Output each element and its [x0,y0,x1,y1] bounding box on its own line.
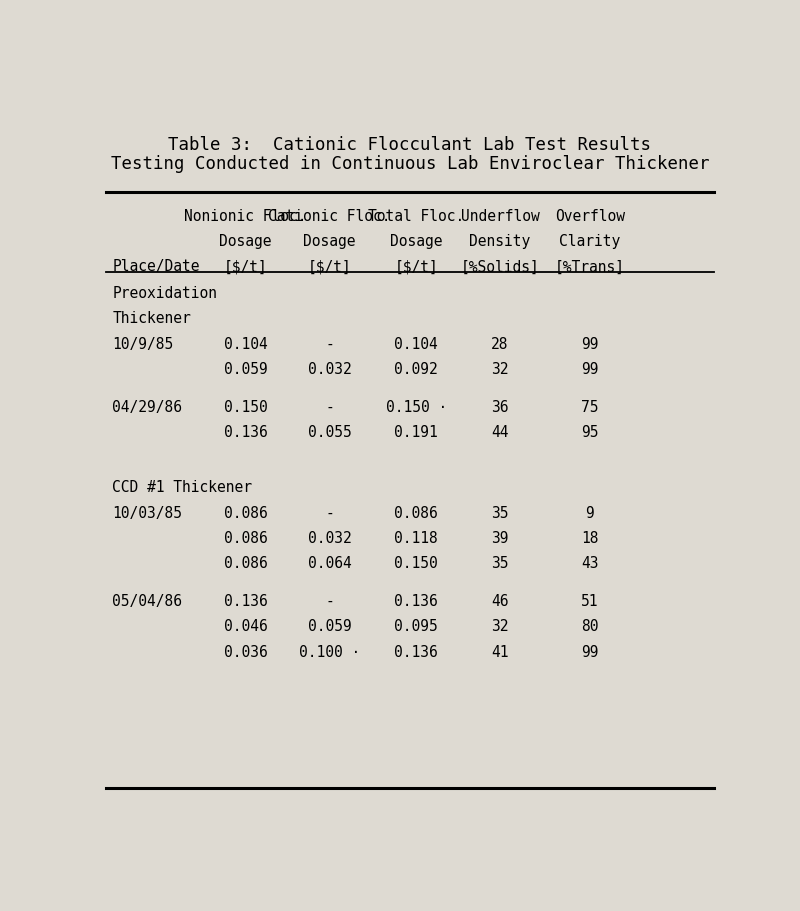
Text: 0.118: 0.118 [394,531,438,546]
Text: 39: 39 [491,531,509,546]
Text: 0.086: 0.086 [224,531,267,546]
Text: -: - [325,400,334,415]
Text: 10/9/85: 10/9/85 [112,336,174,352]
Text: Cationic Floc.: Cationic Floc. [268,209,390,224]
Text: 44: 44 [491,425,509,440]
Text: Thickener: Thickener [112,312,191,326]
Text: 0.104: 0.104 [394,336,438,352]
Text: Preoxidation: Preoxidation [112,286,218,302]
Text: 43: 43 [581,556,598,571]
Text: 0.092: 0.092 [394,362,438,377]
Text: 35: 35 [491,506,509,521]
Text: -: - [325,594,334,609]
Text: 0.150 ·: 0.150 · [386,400,447,415]
Text: 0.059: 0.059 [307,619,351,634]
Text: 05/04/86: 05/04/86 [112,594,182,609]
Text: 99: 99 [581,645,598,660]
Text: 0.055: 0.055 [307,425,351,440]
Text: Place/Date: Place/Date [112,260,200,274]
Text: 9: 9 [586,506,594,521]
Text: 36: 36 [491,400,509,415]
Text: 0.136: 0.136 [394,594,438,609]
Text: 35: 35 [491,556,509,571]
Text: 99: 99 [581,336,598,352]
Text: 32: 32 [491,619,509,634]
Text: 0.046: 0.046 [224,619,267,634]
Text: 80: 80 [581,619,598,634]
Text: [$/t]: [$/t] [224,260,267,274]
Text: 0.150: 0.150 [394,556,438,571]
Text: 41: 41 [491,645,509,660]
Text: 75: 75 [581,400,598,415]
Text: [$/t]: [$/t] [394,260,438,274]
Text: -: - [325,336,334,352]
Text: Clarity: Clarity [559,234,621,250]
Text: 0.136: 0.136 [224,594,267,609]
Text: 0.032: 0.032 [307,362,351,377]
Text: 0.100 ·: 0.100 · [298,645,360,660]
Text: 10/03/85: 10/03/85 [112,506,182,521]
Text: Underflow: Underflow [461,209,539,224]
Text: 0.136: 0.136 [224,425,267,440]
Text: 04/29/86: 04/29/86 [112,400,182,415]
Text: 0.086: 0.086 [394,506,438,521]
Text: [%Solids]: [%Solids] [461,260,539,274]
Text: Total Floc.: Total Floc. [368,209,464,224]
Text: Nonionic Floc.: Nonionic Floc. [185,209,307,224]
Text: 0.059: 0.059 [224,362,267,377]
Text: 99: 99 [581,362,598,377]
Text: Dosage: Dosage [219,234,272,250]
Text: Overflow: Overflow [555,209,625,224]
Text: 28: 28 [491,336,509,352]
Text: -: - [325,506,334,521]
Text: 32: 32 [491,362,509,377]
Text: 0.104: 0.104 [224,336,267,352]
Text: 46: 46 [491,594,509,609]
Text: Dosage: Dosage [390,234,442,250]
Text: 0.191: 0.191 [394,425,438,440]
Text: 18: 18 [581,531,598,546]
Text: 0.086: 0.086 [224,556,267,571]
Text: [$/t]: [$/t] [307,260,351,274]
Text: 51: 51 [581,594,598,609]
Text: Density: Density [470,234,530,250]
Text: 0.064: 0.064 [307,556,351,571]
Text: 95: 95 [581,425,598,440]
Text: Testing Conducted in Continuous Lab Enviroclear Thickener: Testing Conducted in Continuous Lab Envi… [110,155,710,173]
Text: CCD #1 Thickener: CCD #1 Thickener [112,480,253,496]
Text: 0.032: 0.032 [307,531,351,546]
Text: Table 3:  Cationic Flocculant Lab Test Results: Table 3: Cationic Flocculant Lab Test Re… [169,136,651,154]
Text: 0.086: 0.086 [224,506,267,521]
Text: Dosage: Dosage [303,234,356,250]
Text: 0.150: 0.150 [224,400,267,415]
Text: 0.136: 0.136 [394,645,438,660]
Text: 0.095: 0.095 [394,619,438,634]
Text: 0.036: 0.036 [224,645,267,660]
Text: [%Trans]: [%Trans] [555,260,625,274]
